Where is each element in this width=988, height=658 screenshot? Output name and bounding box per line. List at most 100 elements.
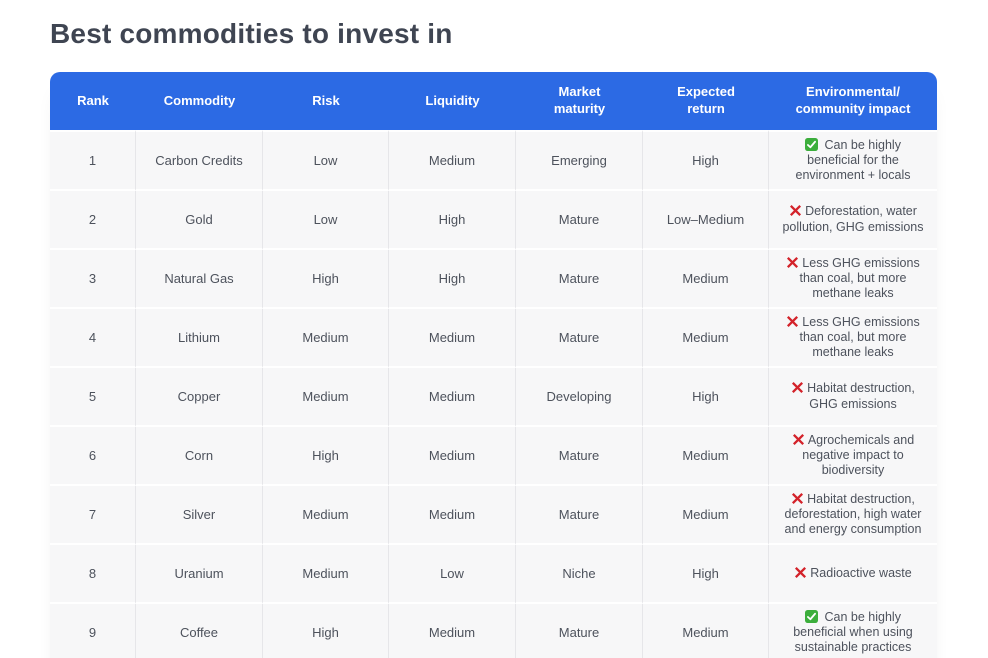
table-row: 1 Carbon Credits Low Medium Emerging Hig… [50,130,937,191]
impact-text: Less GHG emissions than coal, but more m… [799,314,920,360]
table-row: 6 Corn High Medium Mature Medium Agroche… [50,427,937,486]
cell-commodity: Gold [136,191,263,250]
cell-maturity: Mature [516,427,643,486]
cell-risk: Medium [263,486,389,545]
column-header: Liquidity [389,72,516,130]
table-row: 4 Lithium Medium Medium Mature Medium Le… [50,309,937,368]
column-header: Expected return [643,72,769,130]
cell-maturity: Mature [516,309,643,368]
cell-rank: 8 [50,545,136,604]
commodities-table-card: Rank Commodity Risk Liquidity Market maturit… [50,72,937,658]
cell-maturity: Mature [516,604,643,658]
cell-impact: Can be highly beneficial when using sust… [769,604,937,658]
cell-rank: 6 [50,427,136,486]
cell-risk: Medium [263,368,389,427]
table-header-row: Rank Commodity Risk Liquidity Market maturit… [50,72,937,130]
table-row: 3 Natural Gas High High Mature Medium Le… [50,250,937,309]
cell-impact: Can be highly beneficial for the environ… [769,130,937,191]
cell-liquidity: Medium [389,427,516,486]
cell-risk: Medium [263,309,389,368]
impact-text: Habitat destruction, GHG emissions [807,381,915,411]
cell-impact: Deforestation, water pollution, GHG emis… [769,191,937,250]
impact-text: Deforestation, water pollution, GHG emis… [782,204,924,234]
impact-text: Can be highly beneficial for the environ… [795,137,911,183]
column-header: Rank [50,72,136,130]
cell-commodity: Carbon Credits [136,130,263,191]
cell-impact: Less GHG emissions than coal, but more m… [769,309,937,368]
column-header: Commodity [136,72,263,130]
cell-liquidity: High [389,191,516,250]
cell-risk: Low [263,191,389,250]
cell-risk: High [263,250,389,309]
cell-risk: High [263,427,389,486]
cell-impact: Habitat destruction, deforestation, high… [769,486,937,545]
impact-text: Habitat destruction, deforestation, high… [784,491,922,537]
table-row: 2 Gold Low High Mature Low–Medium Defore… [50,191,937,250]
cell-impact: Radioactive waste [769,545,937,604]
cell-risk: High [263,604,389,658]
cell-commodity: Coffee [136,604,263,658]
impact-text: Radioactive waste [810,565,912,580]
table-row: 5 Copper Medium Medium Developing High H… [50,368,937,427]
cell-risk: Low [263,130,389,191]
table-row: 9 Coffee High Medium Mature Medium Can b… [50,604,937,658]
cell-commodity: Lithium [136,309,263,368]
page-title: Best commodities to invest in [50,18,453,49]
cell-liquidity: Medium [389,309,516,368]
cell-rank: 3 [50,250,136,309]
cell-expected-return: High [643,130,769,191]
cell-rank: 9 [50,604,136,658]
table-body: 1 Carbon Credits Low Medium Emerging Hig… [50,130,937,658]
cross-icon [789,204,802,217]
cell-maturity: Niche [516,545,643,604]
cell-rank: 2 [50,191,136,250]
cell-rank: 7 [50,486,136,545]
cell-rank: 5 [50,368,136,427]
cell-expected-return: Medium [643,486,769,545]
table-row: 8 Uranium Medium Low Niche High Radioact… [50,545,937,604]
impact-text: Less GHG emissions than coal, but more m… [799,255,920,301]
cell-maturity: Mature [516,486,643,545]
cell-commodity: Natural Gas [136,250,263,309]
cell-impact: Agrochemicals and negative impact to bio… [769,427,937,486]
cell-maturity: Emerging [516,130,643,191]
impact-text: Can be highly beneficial when using sust… [793,609,913,655]
cell-maturity: Mature [516,250,643,309]
cell-rank: 1 [50,130,136,191]
cell-liquidity: Low [389,545,516,604]
cross-icon [791,492,804,505]
column-header: Risk [263,72,389,130]
cell-impact: Habitat destruction, GHG emissions [769,368,937,427]
cross-icon [794,566,807,579]
cell-expected-return: Medium [643,604,769,658]
commodities-table: Rank Commodity Risk Liquidity Market maturit… [50,72,937,658]
cell-expected-return: Medium [643,309,769,368]
cross-icon [792,433,805,446]
cell-rank: 4 [50,309,136,368]
cell-liquidity: High [389,250,516,309]
cell-liquidity: Medium [389,486,516,545]
cell-commodity: Uranium [136,545,263,604]
check-icon [805,137,819,151]
cell-maturity: Mature [516,191,643,250]
table-row: 7 Silver Medium Medium Mature Medium Hab… [50,486,937,545]
cell-expected-return: High [643,368,769,427]
cell-expected-return: Low–Medium [643,191,769,250]
cell-commodity: Copper [136,368,263,427]
cell-liquidity: Medium [389,130,516,191]
cross-icon [786,256,799,269]
cell-liquidity: Medium [389,368,516,427]
cell-expected-return: Medium [643,427,769,486]
cell-expected-return: Medium [643,250,769,309]
column-header: Environmental/ community impact [769,72,937,130]
check-icon [805,609,819,623]
cross-icon [786,315,799,328]
cell-impact: Less GHG emissions than coal, but more m… [769,250,937,309]
cell-commodity: Silver [136,486,263,545]
cell-risk: Medium [263,545,389,604]
cell-maturity: Developing [516,368,643,427]
cell-commodity: Corn [136,427,263,486]
impact-text: Agrochemicals and negative impact to bio… [802,432,915,478]
cross-icon [791,381,804,394]
